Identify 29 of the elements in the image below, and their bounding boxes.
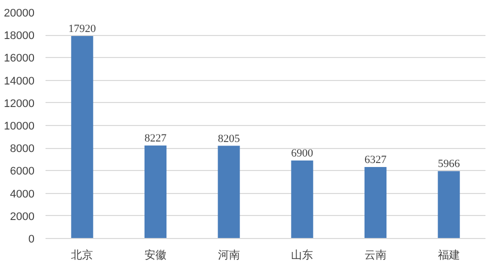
x-tick-label: 云南: [364, 248, 386, 262]
y-tick-label: 12000: [4, 98, 35, 110]
bar: [218, 146, 240, 238]
y-tick-label: 20000: [4, 8, 35, 20]
y-tick-label: 2000: [10, 210, 35, 223]
data-label: 5966: [438, 158, 460, 170]
y-tick-label: 4000: [10, 188, 35, 200]
y-tick-label: 16000: [4, 52, 35, 65]
y-tick-label: 8000: [10, 143, 35, 156]
y-tick-label: 14000: [4, 75, 35, 88]
x-tick-label: 山东: [291, 248, 314, 262]
x-tick-label: 河南: [218, 248, 240, 262]
bar: [71, 36, 94, 238]
x-tick-label: 安徽: [144, 248, 166, 262]
y-tick-label: 18000: [4, 30, 35, 42]
bar: [438, 171, 460, 238]
y-tick-label: 0: [28, 234, 35, 246]
data-label: 17920: [68, 23, 96, 36]
data-label: 8205: [218, 132, 240, 145]
bar: [364, 167, 386, 238]
bar: [291, 160, 314, 238]
y-tick-label: 6000: [10, 166, 35, 178]
x-tick-label: 北京: [71, 248, 94, 262]
y-tick-label: 10000: [4, 120, 35, 132]
x-tick-label: 福建: [438, 248, 460, 262]
data-label: 6900: [291, 148, 314, 160]
bar: [144, 146, 166, 238]
data-label: 6327: [364, 154, 387, 166]
data-label: 8227: [144, 132, 167, 145]
